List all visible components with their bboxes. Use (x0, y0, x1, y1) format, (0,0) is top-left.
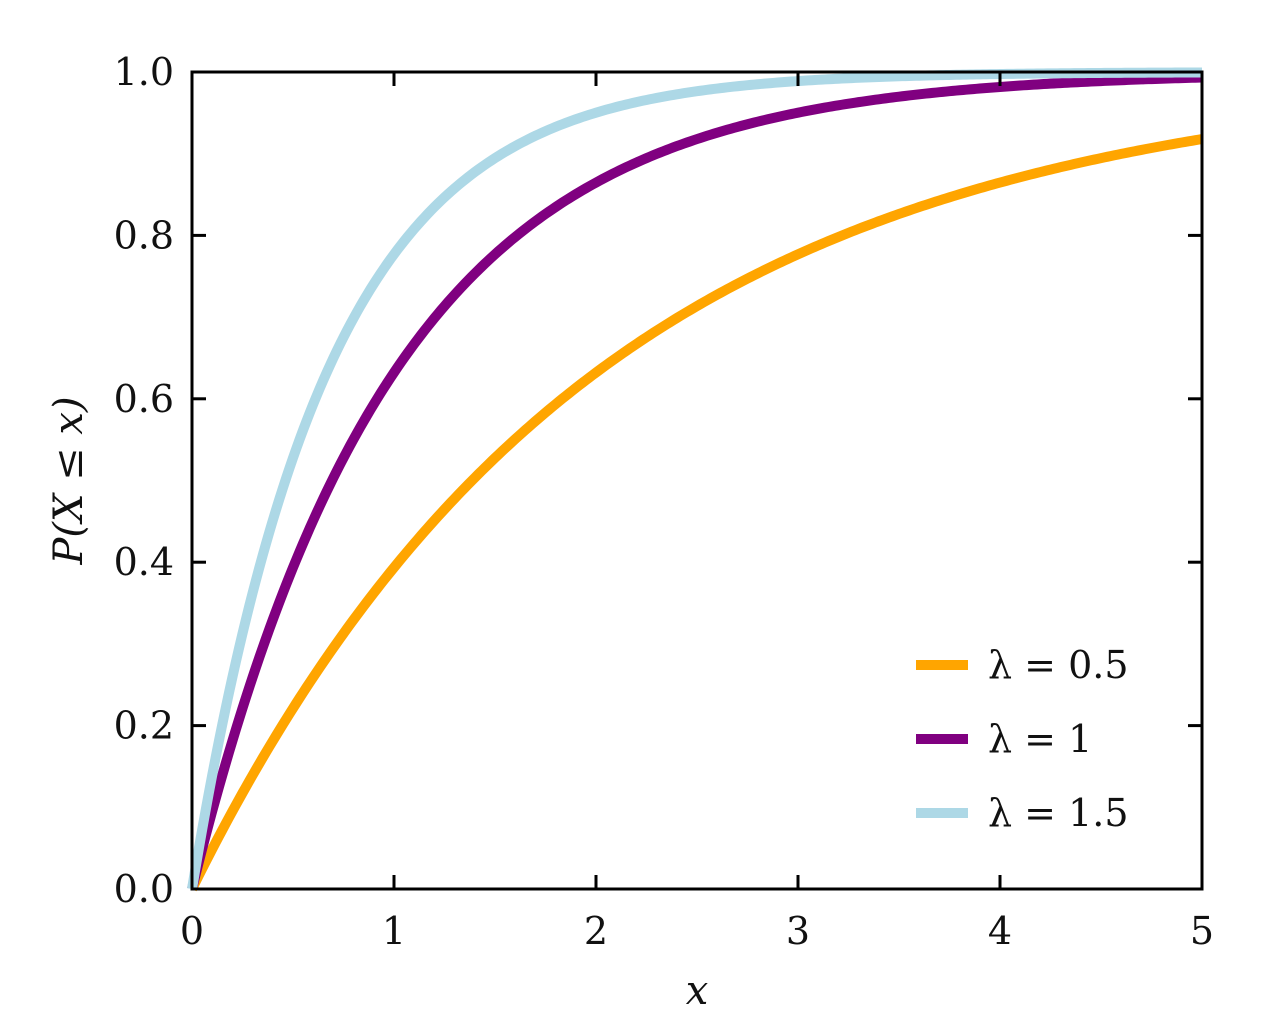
legend-label-1: λ = 1 (988, 717, 1092, 761)
y-tick-label: 0.8 (114, 213, 174, 257)
x-tick-label: 1 (382, 909, 406, 953)
legend-label-0: λ = 0.5 (988, 643, 1129, 687)
y-tick-label: 0.0 (114, 867, 174, 911)
series-line-0 (187, 134, 1204, 892)
x-tick-label: 5 (1190, 909, 1214, 953)
y-tick-label: 1.0 (114, 50, 174, 94)
x-tick-label: 3 (786, 909, 810, 953)
legend: λ = 0.5 λ = 1 λ = 1.5 (916, 643, 1129, 835)
x-tick-label: 0 (180, 909, 204, 953)
ticks-layer (190, 70, 1204, 891)
x-tick-label: 2 (584, 909, 608, 953)
series-layer (187, 67, 1204, 892)
x-tick-label: 4 (988, 909, 1012, 953)
series-line-1 (187, 72, 1204, 891)
y-axis-label: P(X ≤ x) (46, 396, 92, 565)
y-tick-label: 0.6 (114, 377, 174, 421)
series-line-2 (187, 67, 1204, 890)
legend-label-2: λ = 1.5 (988, 791, 1129, 835)
y-tick-label: 0.2 (114, 704, 174, 748)
labels-layer: 0 1 2 3 4 5 0.0 0.2 0.4 0.6 0.8 1.0 x P(X ≤ x) (46, 50, 1214, 1014)
plot-frame (190, 70, 1204, 891)
y-tick-label: 0.4 (114, 540, 174, 584)
x-axis-label: x (686, 968, 709, 1014)
